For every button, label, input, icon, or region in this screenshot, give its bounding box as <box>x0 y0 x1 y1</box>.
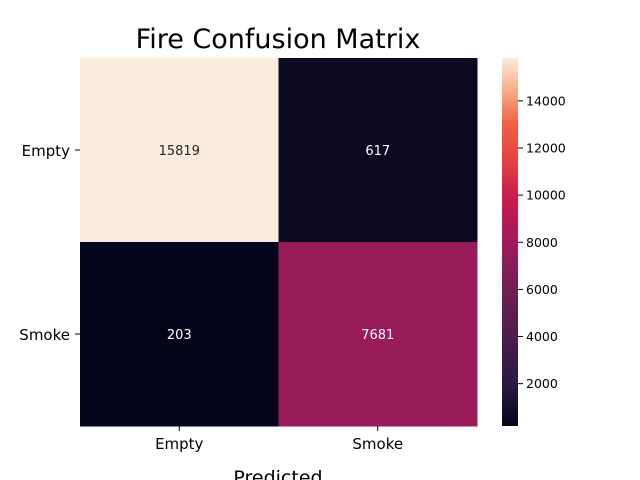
cell-value-label: 7681 <box>361 328 394 343</box>
colorbar-tick-label: 8000 <box>526 235 558 250</box>
y-tick-label: Empty <box>22 142 70 160</box>
y-tick-label: Smoke <box>19 326 70 344</box>
colorbar-tick-label: 14000 <box>526 93 566 108</box>
colorbar-tick-label: 6000 <box>526 282 558 297</box>
cell-value-label: 203 <box>167 328 192 343</box>
chart-title: Fire Confusion Matrix <box>136 24 421 55</box>
cell-value-label: 15819 <box>159 144 200 159</box>
colorbar <box>502 58 518 426</box>
heatmap-cell <box>278 58 478 243</box>
heatmap-cell <box>80 242 279 427</box>
colorbar-tick-label: 12000 <box>526 140 566 155</box>
heatmap-cell <box>278 242 478 427</box>
colorbar-tick-label: 4000 <box>526 329 558 344</box>
colorbar-tick-label: 10000 <box>526 188 566 203</box>
colorbar-tick-label: 2000 <box>526 376 558 391</box>
x-tick-label: Empty <box>155 435 203 453</box>
x-axis-label: Predicted <box>233 467 322 480</box>
x-tick-label: Smoke <box>352 435 403 453</box>
heatmap-cell <box>80 58 279 243</box>
cell-value-label: 617 <box>365 144 390 159</box>
